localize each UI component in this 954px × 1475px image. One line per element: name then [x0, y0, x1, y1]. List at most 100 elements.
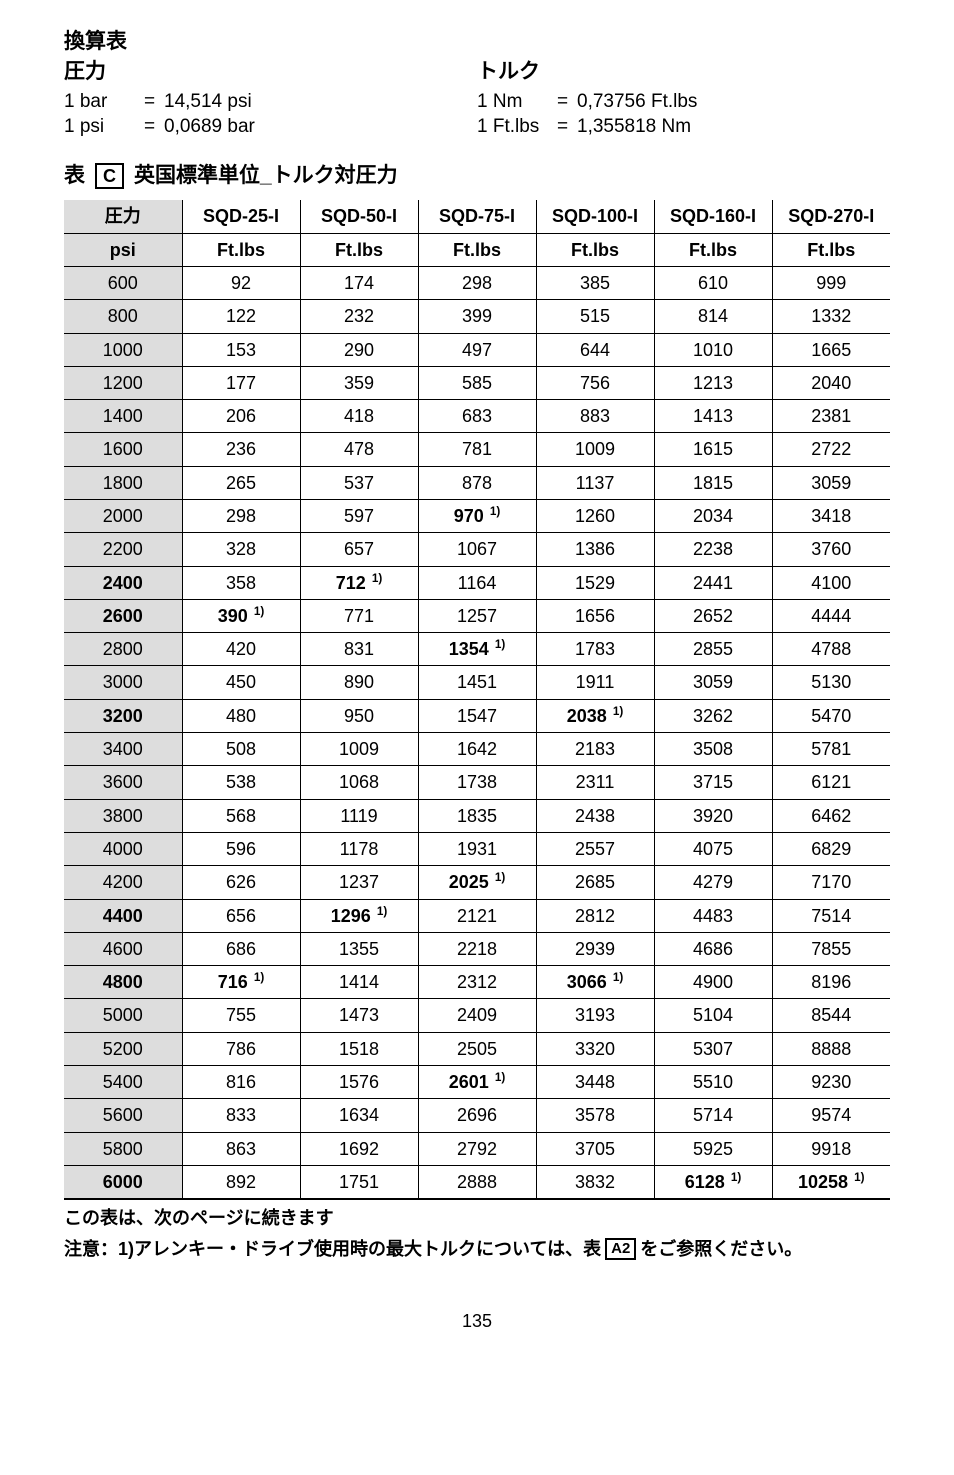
value-cell: 771	[300, 599, 418, 632]
value-cell: 5470	[772, 699, 890, 732]
footnote: 注意：1)アレンキー・ドライブ使用時の最大トルクについては、表 A2 をご参照く…	[64, 1237, 890, 1261]
pressure-conv-line: 1 psi= 0,0689 bar	[64, 114, 477, 140]
value-cell: 831	[300, 633, 418, 666]
value-cell: 4444	[772, 599, 890, 632]
psi-cell: 600	[64, 266, 182, 299]
value-cell: 537	[300, 466, 418, 499]
equals-sign: =	[144, 114, 164, 140]
value-cell: 3418	[772, 499, 890, 532]
value-cell: 1738	[418, 766, 536, 799]
value-cell: 4788	[772, 633, 890, 666]
col-unit-ftlbs: Ft.lbs	[418, 233, 536, 266]
psi-cell: 3200	[64, 699, 182, 732]
col-header-model: SQD-50-I	[300, 200, 418, 233]
footnote-marker: 1)	[254, 605, 264, 618]
table-row: 320048095015472038 1)32625470	[64, 699, 890, 732]
value-cell: 890	[300, 666, 418, 699]
table-header-row-1: 圧力SQD-25-ISQD-50-ISQD-75-ISQD-100-ISQD-1…	[64, 200, 890, 233]
value-cell: 418	[300, 400, 418, 433]
table-header-row-2: psiFt.lbsFt.lbsFt.lbsFt.lbsFt.lbsFt.lbs	[64, 233, 890, 266]
table-row: 400059611781931255740756829	[64, 832, 890, 865]
table-row: 360053810681738231137156121	[64, 766, 890, 799]
table-row: 340050810091642218335085781	[64, 733, 890, 766]
value-cell: 290	[300, 333, 418, 366]
value-cell: 1354 1)	[418, 633, 536, 666]
psi-cell: 3400	[64, 733, 182, 766]
col-header-pressure: 圧力	[64, 200, 182, 233]
table-continued-note: この表は、次のページに続きます	[64, 1206, 890, 1230]
value-cell: 298	[418, 266, 536, 299]
value-cell: 3066 1)	[536, 966, 654, 999]
value-cell: 177	[182, 366, 300, 399]
value-cell: 1835	[418, 799, 536, 832]
pressure-conv-value: 14,514 psi	[164, 89, 252, 115]
equals-sign: =	[557, 114, 577, 140]
value-cell: 1576	[300, 1066, 418, 1099]
table-row: 100015329049764410101665	[64, 333, 890, 366]
value-cell: 2685	[536, 866, 654, 899]
value-cell: 2652	[654, 599, 772, 632]
psi-cell: 5200	[64, 1032, 182, 1065]
marked-value: 3066 1)	[567, 972, 623, 992]
table-row: 2600390 1)7711257165626524444	[64, 599, 890, 632]
value-cell: 4075	[654, 832, 772, 865]
value-cell: 1260	[536, 499, 654, 532]
table-row: 420062612372025 1)268542797170	[64, 866, 890, 899]
value-cell: 2557	[536, 832, 654, 865]
footnote-marker: 1)	[613, 971, 623, 984]
value-cell: 1931	[418, 832, 536, 865]
value-cell: 8888	[772, 1032, 890, 1065]
value-cell: 1213	[654, 366, 772, 399]
value-cell: 1010	[654, 333, 772, 366]
footnote-suffix: をご参照ください。	[640, 1237, 802, 1261]
table-caption-suffix: 英国標準単位_トルク対圧力	[134, 162, 398, 190]
col-unit-ftlbs: Ft.lbs	[182, 233, 300, 266]
pressure-conv-unit: 1 bar	[64, 89, 144, 115]
value-cell: 359	[300, 366, 418, 399]
value-cell: 1547	[418, 699, 536, 732]
value-cell: 814	[654, 300, 772, 333]
value-cell: 1296 1)	[300, 899, 418, 932]
value-cell: 878	[418, 466, 536, 499]
value-cell: 358	[182, 566, 300, 599]
value-cell: 2722	[772, 433, 890, 466]
value-cell: 1119	[300, 799, 418, 832]
value-cell: 5925	[654, 1132, 772, 1165]
psi-cell: 3800	[64, 799, 182, 832]
value-cell: 1656	[536, 599, 654, 632]
torque-conv-line: 1 Nm= 0,73756 Ft.lbs	[477, 89, 890, 115]
footnote-box: A2	[605, 1238, 636, 1260]
value-cell: 1815	[654, 466, 772, 499]
value-cell: 1009	[300, 733, 418, 766]
psi-cell: 2600	[64, 599, 182, 632]
value-cell: 1634	[300, 1099, 418, 1132]
col-header-model: SQD-75-I	[418, 200, 536, 233]
value-cell: 515	[536, 300, 654, 333]
psi-cell: 1400	[64, 400, 182, 433]
torque-conv-unit: 1 Ft.lbs	[477, 114, 557, 140]
value-cell: 883	[536, 400, 654, 433]
value-cell: 712 1)	[300, 566, 418, 599]
value-cell: 3705	[536, 1132, 654, 1165]
psi-cell: 5400	[64, 1066, 182, 1099]
equals-sign: =	[557, 89, 577, 115]
conversion-heading: 換算表	[64, 28, 890, 56]
pressure-heading: 圧力	[64, 58, 477, 86]
value-cell: 1451	[418, 666, 536, 699]
value-cell: 1178	[300, 832, 418, 865]
value-cell: 2121	[418, 899, 536, 932]
table-row: 540081615762601 1)344855109230	[64, 1066, 890, 1099]
table-head: 圧力SQD-25-ISQD-50-ISQD-75-ISQD-100-ISQD-1…	[64, 200, 890, 266]
psi-cell: 4000	[64, 832, 182, 865]
value-cell: 5781	[772, 733, 890, 766]
value-cell: 610	[654, 266, 772, 299]
marked-value: 2025 1)	[449, 872, 505, 892]
value-cell: 6128 1)	[654, 1165, 772, 1199]
footnote-prefix: 注意：1)アレンキー・ドライブ使用時の最大トルクについては、表	[64, 1237, 601, 1261]
col-header-model: SQD-25-I	[182, 200, 300, 233]
torque-heading: トルク	[477, 58, 890, 86]
conversion-left: 圧力 1 bar= 14,514 psi1 psi= 0,0689 bar	[64, 58, 477, 140]
document-page: 換算表 圧力 1 bar= 14,514 psi1 psi= 0,0689 ba…	[0, 0, 954, 1373]
torque-conv-value: 1,355818 Nm	[577, 114, 691, 140]
value-cell: 1911	[536, 666, 654, 699]
